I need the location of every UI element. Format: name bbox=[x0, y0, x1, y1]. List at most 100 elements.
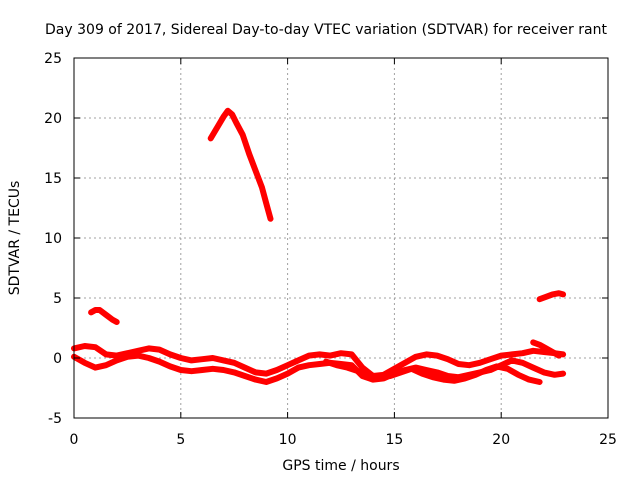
ticks bbox=[73, 57, 609, 419]
data-point bbox=[317, 361, 323, 367]
data-point bbox=[231, 360, 237, 366]
data-point bbox=[221, 114, 227, 120]
data-point bbox=[338, 350, 344, 356]
data-point bbox=[109, 317, 115, 323]
data-point bbox=[188, 368, 194, 374]
data-point bbox=[387, 373, 393, 379]
data-point bbox=[82, 360, 88, 366]
data-point bbox=[515, 372, 521, 378]
data-point bbox=[268, 216, 274, 222]
data-point bbox=[349, 351, 355, 357]
data-point bbox=[543, 294, 549, 300]
x-tick-label: 5 bbox=[176, 432, 185, 448]
data-point bbox=[199, 367, 205, 373]
data-point bbox=[188, 357, 194, 363]
data-point bbox=[103, 351, 109, 357]
data-point bbox=[549, 349, 555, 355]
data-point bbox=[92, 344, 98, 350]
y-tick-label: 0 bbox=[53, 351, 62, 367]
y-tick-labels: -5 0 5 10 15 20 25 bbox=[44, 51, 62, 427]
data-point bbox=[560, 291, 566, 297]
data-point bbox=[231, 369, 237, 375]
data-point bbox=[366, 372, 372, 378]
data-point bbox=[225, 108, 231, 114]
data-point bbox=[520, 350, 526, 356]
data-point bbox=[156, 359, 162, 365]
data-point bbox=[355, 368, 361, 374]
data-point bbox=[253, 377, 259, 383]
data-point bbox=[285, 362, 291, 368]
data-point bbox=[419, 371, 425, 377]
data-point bbox=[509, 351, 515, 357]
y-axis-label: SDTVAR / TECUs bbox=[7, 181, 23, 296]
data-point bbox=[462, 375, 468, 381]
data-point bbox=[560, 371, 566, 377]
data-point bbox=[103, 312, 109, 318]
data-point bbox=[359, 365, 365, 371]
data-point bbox=[376, 374, 382, 380]
data-point bbox=[295, 357, 301, 363]
data-point bbox=[274, 375, 280, 381]
data-point bbox=[103, 362, 109, 368]
y-tick-label: -5 bbox=[48, 411, 62, 427]
data-point bbox=[488, 356, 494, 362]
data-point bbox=[114, 357, 120, 363]
data-point bbox=[210, 366, 216, 372]
x-tick-label: 15 bbox=[385, 432, 403, 448]
y-tick-label: 20 bbox=[44, 111, 62, 127]
data-point bbox=[274, 367, 280, 373]
grid bbox=[74, 58, 608, 418]
data-point bbox=[398, 369, 404, 375]
data-point bbox=[402, 360, 408, 366]
data-point bbox=[556, 353, 562, 359]
data-point bbox=[530, 339, 536, 345]
data-point bbox=[477, 360, 483, 366]
data-point bbox=[146, 355, 152, 361]
data-point bbox=[445, 356, 451, 362]
data-point bbox=[214, 125, 220, 131]
y-tick-label: 15 bbox=[44, 171, 62, 187]
x-axis-label: GPS time / hours bbox=[282, 458, 399, 474]
data-point bbox=[263, 200, 269, 206]
data-point bbox=[505, 366, 511, 372]
data-point bbox=[253, 369, 259, 375]
data-point bbox=[199, 356, 205, 362]
data-point bbox=[88, 309, 94, 315]
chart-title: Day 309 of 2017, Sidereal Day-to-day VTE… bbox=[45, 22, 607, 38]
data-point bbox=[240, 132, 246, 138]
data-point bbox=[306, 353, 312, 359]
data-point bbox=[455, 361, 461, 367]
x-tick-label: 0 bbox=[70, 432, 79, 448]
data-point bbox=[441, 377, 447, 383]
data-point bbox=[537, 342, 543, 348]
data-point bbox=[549, 291, 555, 297]
data-point bbox=[317, 351, 323, 357]
data-point bbox=[92, 365, 98, 371]
data-point bbox=[114, 319, 120, 325]
data-point bbox=[537, 379, 543, 385]
data-point bbox=[344, 365, 350, 371]
data-point bbox=[530, 348, 536, 354]
data-point bbox=[530, 365, 536, 371]
data-point bbox=[124, 354, 130, 360]
series-high-arc bbox=[207, 107, 274, 222]
data-point bbox=[466, 362, 472, 368]
data-point bbox=[541, 369, 547, 375]
data-point bbox=[434, 369, 440, 375]
data-point bbox=[146, 345, 152, 351]
data-point bbox=[167, 363, 173, 369]
data-point bbox=[423, 351, 429, 357]
x-tick-label: 20 bbox=[492, 432, 510, 448]
data-point bbox=[242, 373, 248, 379]
data-point bbox=[253, 168, 259, 174]
data-point bbox=[178, 355, 184, 361]
data-point bbox=[229, 111, 235, 117]
data-point bbox=[246, 151, 252, 157]
y-tick-label: 25 bbox=[44, 51, 62, 67]
data-point bbox=[208, 135, 214, 141]
data-point bbox=[434, 353, 440, 359]
data-point bbox=[242, 365, 248, 371]
data-point bbox=[408, 366, 414, 372]
data-point bbox=[156, 347, 162, 353]
